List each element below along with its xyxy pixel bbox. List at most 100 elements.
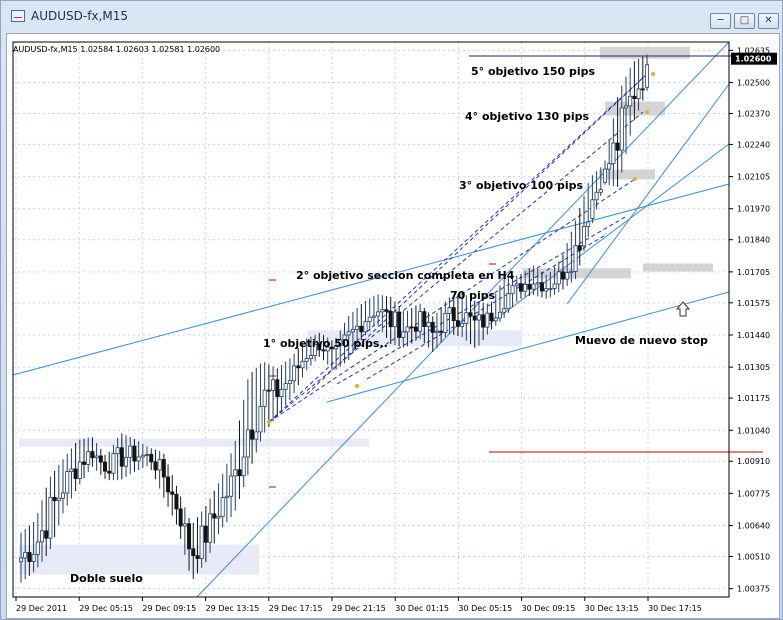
candle-body [560,271,565,280]
candle-body [145,453,150,456]
candle-body [166,476,171,493]
trend-line-channel-b [486,143,730,327]
candle-body [409,326,414,329]
annotation-target-5: 5° objetivo 150 pips [471,65,596,78]
candle-body [300,360,305,369]
x-tick-label: 29 Dec 09:15 [142,604,196,613]
y-tick-label: 1.02635 [737,46,770,55]
trend-line-upper [12,183,730,376]
candle-body [434,330,439,333]
support-zone [19,438,369,447]
candle-body [447,307,452,314]
candle-body [94,455,99,459]
candle-body [645,64,650,88]
candle-body [233,469,238,477]
trend-line-channel-c [566,83,730,305]
chart-area[interactable]: 1.02635 1.02500 1.02370 1.02240 1.02105 1.019… [6,33,780,619]
candle-body [329,346,334,350]
candle-body [569,271,574,274]
candle-body [220,497,225,517]
candle-body [510,285,515,295]
candle-body [632,95,637,100]
candle-body [245,429,250,458]
candle-body [254,431,259,440]
minimize-button[interactable]: ─ [710,13,731,29]
candle-body [350,329,355,333]
x-tick-label: 30 Dec 13:15 [585,604,639,613]
candle-body [552,283,557,289]
candle-body [44,530,49,539]
annotation-target-3: 3° objetivo 100 pips [459,179,584,192]
candle-body [52,496,57,502]
candle-body [187,523,192,550]
candle-body [61,492,66,499]
candle-body [502,308,507,313]
candle-body [392,311,397,328]
candle-body [346,331,351,336]
candle-body [598,189,603,193]
candle-body [640,88,645,91]
candle-body [279,388,284,398]
annotation-70-pips: 70 pips [450,289,496,302]
candle-body [182,523,187,527]
up-arrow-icon [675,301,691,317]
candle-body [40,530,45,543]
candle-body [82,461,87,465]
candle-body [262,389,267,407]
candle-body [384,309,389,312]
candle-body [527,283,532,290]
candle-body [363,321,368,333]
target-2-zone [523,268,631,279]
candle-body [531,283,536,290]
candle-body [136,456,141,462]
candle-body [497,311,502,319]
candle-body [376,311,381,317]
candle-body [313,343,318,356]
trend-line-channel-a [196,41,730,598]
restore-button[interactable]: □ [734,13,755,29]
y-tick-label: 1.02500 [737,78,770,87]
candle-body [178,508,183,527]
candle-body [619,107,624,151]
stop-move-zone [643,263,713,272]
candle-body [422,311,427,327]
candle-body [103,461,108,472]
candle-body [418,311,423,332]
y-tick-label: 1.01440 [737,331,770,340]
candle-body [161,459,166,478]
y-tick-label: 1.02105 [737,173,770,182]
candle-body [472,315,477,321]
title-bar[interactable]: AUDUSD-fx,M15 ─ □ ✕ [1,1,782,31]
candle-body [65,471,70,494]
candle-body [371,315,376,318]
x-tick-label: 30 Dec 09:15 [522,604,576,613]
candle-body [451,307,456,322]
candle-body [577,245,582,251]
candle-body [413,326,418,332]
candle-body [397,311,402,338]
candle-body [443,312,448,333]
candle-body [73,468,78,479]
trend-line-support [326,291,730,403]
candle-body [455,320,460,327]
x-tick-label: 29 Dec 17:15 [269,604,323,613]
y-tick-label: 1.01840 [737,236,770,245]
candle-body [229,475,234,497]
candle-body [48,496,53,539]
candle-body [321,349,326,352]
y-tick-label: 1.00510 [737,553,770,562]
annotation-double-bottom: Doble suelo [70,572,143,585]
candle-body [18,557,23,563]
close-button[interactable]: ✕ [758,13,779,29]
candle-body [119,447,124,467]
x-tick-label: 29 Dec 13:15 [206,604,260,613]
candle-body [430,322,435,333]
target-marker [355,384,359,388]
candle-body [523,283,528,292]
candle-body [275,379,280,398]
candle-body [493,317,498,322]
candle-body [111,453,116,474]
candle-body [56,497,61,502]
candle-body [107,470,112,474]
candle-body [573,245,578,272]
